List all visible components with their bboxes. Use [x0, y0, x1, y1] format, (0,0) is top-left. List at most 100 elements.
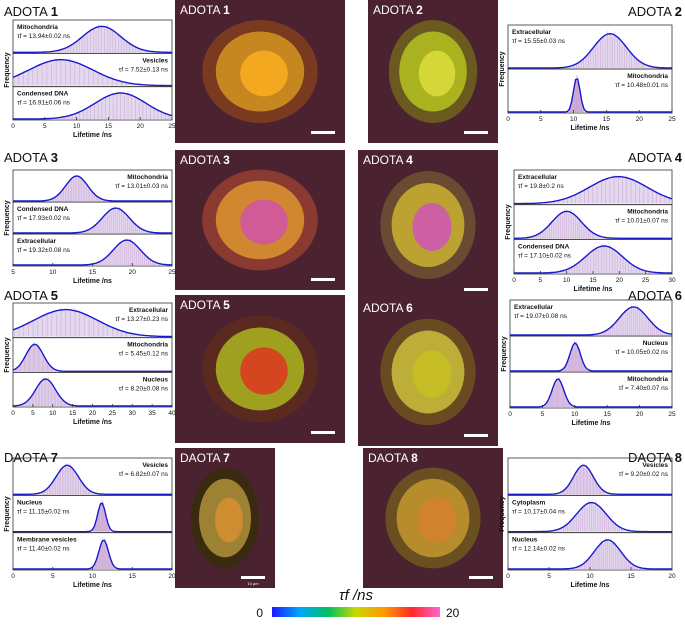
x-tick-label: 15 [69, 410, 77, 417]
colorbar-max: 20 [446, 606, 460, 620]
x-tick-label: 25 [668, 116, 676, 123]
series-value: τf = 10.17±0.04 ns [512, 508, 566, 515]
series-1: Mitochondria τf = 13.94±0.02 ns [12, 19, 173, 54]
scale-bar [241, 576, 265, 579]
series-name: Condensed DNA [17, 91, 69, 98]
x-tick-label: 15 [603, 116, 611, 123]
series-name: Condensed DNA [17, 206, 69, 213]
micrograph-label: DAOTA 8 [368, 451, 418, 465]
x-tick-label: 10 [570, 116, 578, 123]
histogram-fill [508, 502, 672, 532]
x-tick-label: 5 [541, 411, 545, 418]
histogram-fill [508, 33, 672, 68]
micrograph-4: ADOTA 4 [358, 150, 498, 300]
x-axis-label: Lifetime /ns [73, 419, 112, 426]
panel-title: ADOTA 3 [4, 150, 58, 165]
series-value: τf = 13.94±0.02 ns [17, 33, 71, 40]
scale-bar [311, 278, 335, 281]
series-name: Extracellular [518, 174, 557, 181]
y-axis-label: Frequency [4, 337, 11, 373]
series-2: Vesicles τf = 7.52±0.13 ns [12, 52, 173, 88]
series-1: Extracellular τf = 19.07±0.08 ns [509, 299, 673, 337]
panel-title: ADOTA 4 [628, 150, 683, 165]
fit-curve [514, 175, 673, 205]
series-3: Condensed DNA τf = 16.91±0.06 ns [12, 86, 173, 121]
x-tick-label: 10 [586, 573, 594, 580]
micrograph-1: ADOTA 1 [175, 0, 345, 143]
series-name: Extracellular [129, 307, 168, 314]
series-name: Vesicles [642, 462, 668, 469]
series-name: Mitochondria [127, 174, 168, 181]
histogram-fill [13, 176, 172, 201]
cell-core [418, 50, 456, 97]
series-value: τf = 11.15±0.02 ns [17, 508, 70, 515]
x-tick-label: 30 [129, 410, 137, 417]
fit-curve [508, 32, 672, 69]
fit-curve [514, 210, 672, 239]
cell-core [240, 347, 288, 395]
fit-curve [508, 501, 672, 533]
series-name: Cytoplasm [512, 499, 545, 506]
series-value: τf = 17.10±0.02 ns [518, 252, 572, 259]
fit-curve [510, 342, 672, 372]
series-name: Extracellular [17, 238, 56, 245]
micrograph-label: ADOTA 4 [363, 153, 413, 167]
series-name: Nucleus [512, 537, 538, 544]
subplot-frame [509, 371, 673, 409]
x-tick-label: 0 [512, 277, 516, 284]
series-value: τf = 17.93±0.02 ns [17, 215, 71, 222]
fit-curve [13, 25, 172, 53]
x-tick-label: 20 [89, 410, 97, 417]
fit-curve [13, 207, 172, 234]
x-tick-label: 10 [73, 123, 81, 130]
x-tick-label: 5 [539, 116, 543, 123]
series-2: Nucleus τf = 10.05±0.02 ns [509, 335, 673, 373]
x-tick-label: 0 [11, 573, 15, 580]
series-value: τf = 19.32±0.08 ns [17, 247, 71, 254]
panel-title: DAOTA 8 [628, 450, 682, 465]
x-tick-label: 30 [668, 277, 676, 284]
series-value: τf = 10.05±0.02 ns [615, 349, 669, 356]
series-name: Extracellular [514, 304, 553, 311]
series-value: τf = 11.40±0.02 ns [17, 546, 70, 553]
lifetime-chart-1: Mitochondria τf = 13.94±0.02 ns Vesicles τf… [4, 19, 176, 139]
scale-bar [464, 131, 488, 134]
x-tick-label: 0 [506, 116, 510, 123]
micrograph-6: ADOTA 6 [358, 298, 498, 446]
panel-title: ADOTA 1 [4, 4, 58, 19]
series-2: Cytoplasm τf = 10.17±0.04 ns [507, 494, 673, 534]
series-name: Nucleus [143, 376, 169, 383]
cell-core [412, 350, 452, 398]
series-value: τf = 10.01±0.07 ns [615, 218, 669, 225]
micrograph-label: ADOTA 5 [180, 298, 230, 312]
x-tick-label: 10 [563, 277, 571, 284]
y-axis-label: Frequency [4, 52, 11, 88]
lifetime-chart-4: Extracellular τf = 19.8±0.2 ns Mitochondri… [505, 169, 676, 293]
y-axis-label: Frequency [499, 496, 506, 532]
cell-core [240, 50, 288, 97]
x-tick-label: 25 [168, 123, 176, 130]
series-1: Extracellular τf = 13.27±0.23 ns [12, 302, 173, 339]
x-tick-label: 0 [506, 573, 510, 580]
x-tick-label: 20 [168, 573, 176, 580]
y-axis-label: Frequency [501, 336, 508, 372]
micrograph-2: ADOTA 2 [368, 0, 498, 143]
subplot-frame [12, 86, 173, 121]
panel-4: ADOTA 4 ADOTA 4 Extracellular τf = 19.8±0.2… [358, 150, 683, 300]
series-3: Membrane vesicles τf = 11.40±0.02 ns [12, 532, 173, 571]
micrograph-label: ADOTA 6 [363, 301, 413, 315]
fit-curve [13, 539, 172, 570]
x-tick-label: 0 [11, 123, 15, 130]
fit-curve [12, 343, 172, 372]
histogram-fill [508, 465, 672, 495]
colorbar-gradient [272, 607, 440, 617]
histogram-fill [13, 540, 172, 569]
cell-core [240, 199, 288, 245]
series-value: τf = 19.07±0.08 ns [514, 313, 568, 320]
panel-title: ADOTA 5 [4, 288, 58, 303]
x-tick-label: 15 [604, 411, 612, 418]
x-tick-label: 5 [31, 410, 35, 417]
series-value: τf = 8.20±0.08 ns [119, 385, 169, 392]
series-1: Vesicles τf = 9.20±0.02 ns [507, 457, 673, 496]
